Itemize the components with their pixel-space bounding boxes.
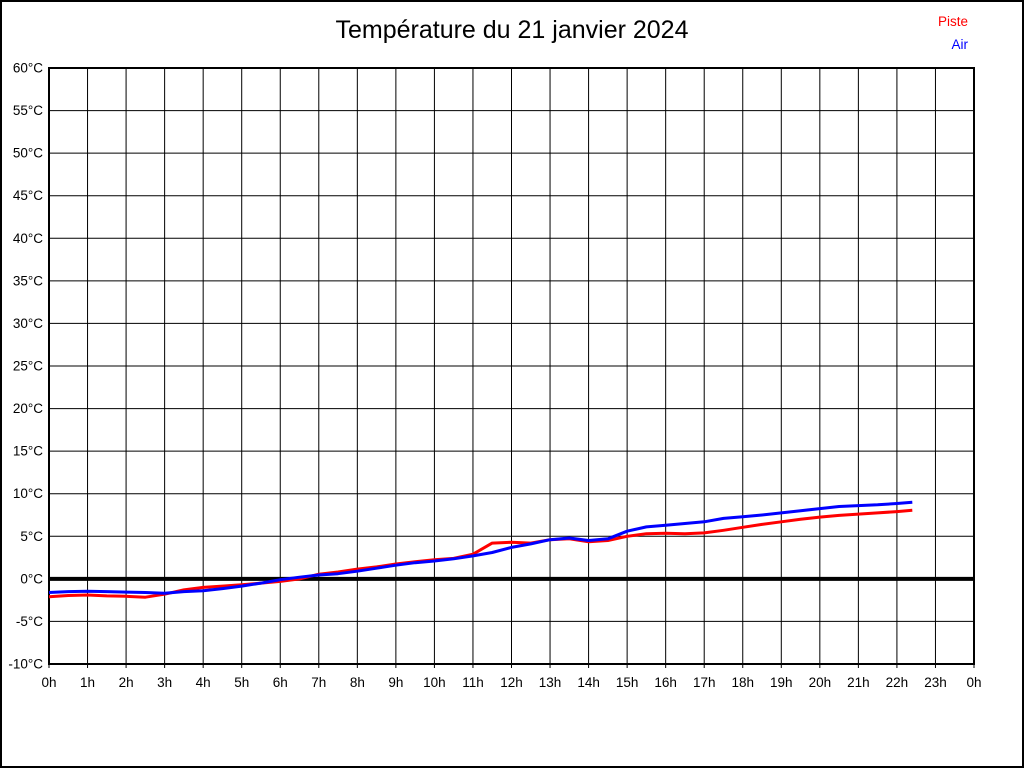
x-tick-label: 0h: [41, 675, 56, 690]
x-tick-label: 15h: [616, 675, 639, 690]
y-tick-label: 55°C: [13, 103, 43, 118]
x-tick-label: 16h: [654, 675, 677, 690]
x-tick-label: 12h: [500, 675, 523, 690]
x-axis-labels: 0h 1h 2h 3h 4h 5h 6h 7h 8h 9h 10h 11h 12h 13h 14h 15h 16…: [41, 675, 981, 690]
legend-item-air: Air: [951, 37, 969, 52]
x-tick-label: 17h: [693, 675, 716, 690]
x-tick-label: 20h: [809, 675, 832, 690]
x-tick-label: 8h: [350, 675, 365, 690]
x-tick-label: 11h: [462, 675, 484, 690]
chart-legend: Piste Air: [938, 10, 968, 56]
x-tick-label: 0h: [966, 675, 981, 690]
x-tick-label: 4h: [196, 675, 211, 690]
plot-frame: [48, 67, 975, 665]
page-title: Température du 21 janvier 2024: [335, 16, 689, 44]
x-tick-label: 23h: [924, 675, 947, 690]
y-tick-label: 0°C: [20, 571, 43, 586]
y-tick-label: -5°C: [16, 614, 43, 629]
y-tick-label: 15°C: [13, 444, 43, 459]
x-tick-label: 1h: [80, 675, 95, 690]
x-tick-label: 18h: [731, 675, 754, 690]
y-tick-label: -10°C: [8, 657, 43, 672]
y-tick-label: 5°C: [20, 529, 43, 544]
y-tick-label: 20°C: [13, 401, 43, 416]
x-tick-label: 3h: [157, 675, 172, 690]
x-tick-label: 19h: [770, 675, 793, 690]
grid-lines: [48, 67, 975, 668]
air-temperature-line: [48, 500, 913, 595]
y-tick-label: 40°C: [13, 231, 43, 246]
y-tick-label: 25°C: [13, 359, 43, 374]
x-tick-label: 5h: [234, 675, 249, 690]
y-tick-label: 60°C: [13, 61, 43, 76]
piste-temperature-line: [48, 508, 913, 599]
x-tick-label: 7h: [311, 675, 326, 690]
y-tick-label: 50°C: [13, 146, 43, 161]
x-tick-label: 6h: [273, 675, 288, 690]
x-tick-label: 2h: [119, 675, 134, 690]
y-tick-label: 30°C: [13, 316, 43, 331]
y-tick-label: 35°C: [13, 273, 43, 288]
x-tick-label: 9h: [388, 675, 403, 690]
legend-item-piste: Piste: [937, 14, 968, 29]
x-tick-label: 14h: [577, 675, 600, 690]
x-tick-label: 10h: [423, 675, 446, 690]
x-tick-label: 21h: [847, 675, 870, 690]
y-axis-labels: 60°C 55°C 50°C 45°C 40°C 35°C 30°C 25°C 20°C 15°C…: [8, 61, 43, 672]
y-tick-label: 10°C: [13, 486, 43, 501]
x-tick-label: 13h: [539, 675, 562, 690]
x-tick-label: 22h: [886, 675, 909, 690]
y-tick-label: 45°C: [13, 188, 43, 203]
